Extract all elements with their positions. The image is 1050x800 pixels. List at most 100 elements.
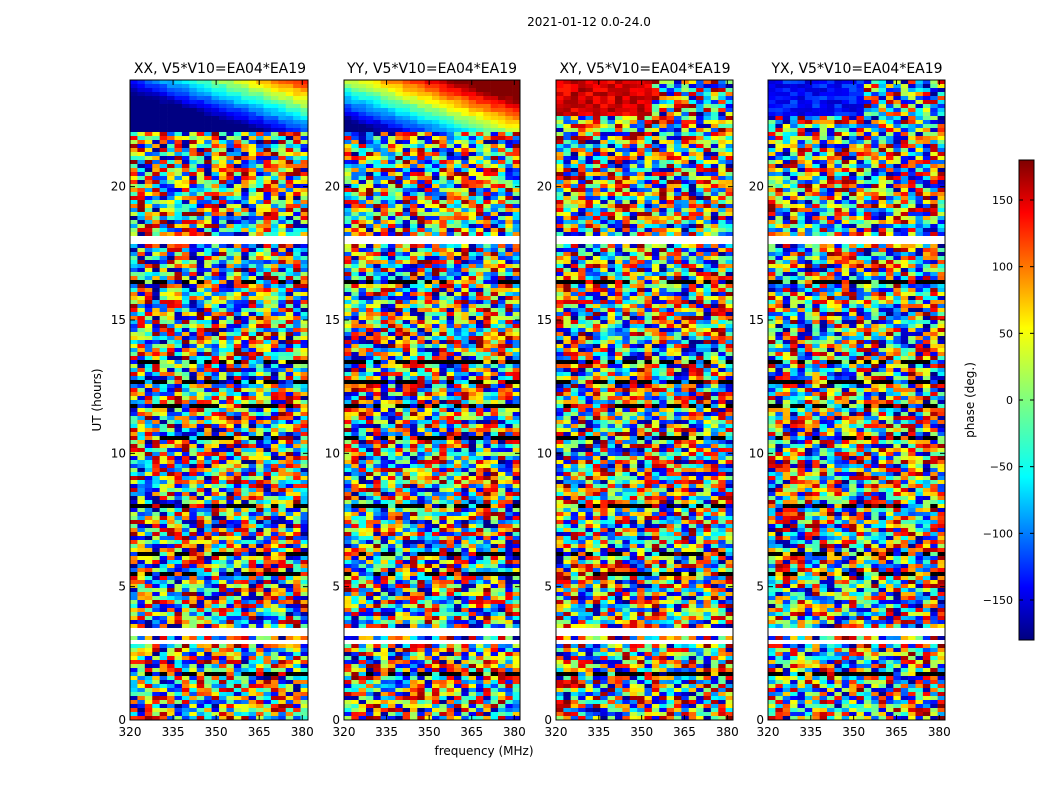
heatmap-cell xyxy=(388,176,396,181)
heatmap-cell xyxy=(174,420,183,425)
heatmap-cell xyxy=(446,140,455,145)
heatmap-cell xyxy=(130,336,138,341)
heatmap-cell xyxy=(159,312,168,317)
heatmap-cell xyxy=(248,520,257,525)
heatmap-cell xyxy=(263,364,272,369)
heatmap-cell xyxy=(358,200,367,205)
heatmap-cell xyxy=(196,444,205,449)
heatmap-cell xyxy=(181,240,190,245)
heatmap-cell xyxy=(167,584,175,589)
heatmap-cell xyxy=(181,520,190,525)
heatmap-cell xyxy=(181,252,190,257)
heatmap-cell xyxy=(512,248,521,253)
heatmap-cell xyxy=(174,552,183,557)
heatmap-cell xyxy=(278,332,287,337)
heatmap-cell xyxy=(211,660,220,665)
heatmap-cell xyxy=(293,512,301,517)
heatmap-cell xyxy=(395,172,403,177)
heatmap-cell xyxy=(278,684,287,689)
heatmap-cell xyxy=(167,184,175,189)
heatmap-cell xyxy=(189,100,198,105)
heatmap-cell xyxy=(189,640,198,645)
heatmap-cell xyxy=(248,420,257,425)
heatmap-cell xyxy=(278,152,287,157)
heatmap-cell xyxy=(454,236,462,241)
heatmap-cell xyxy=(219,308,227,313)
heatmap-cell xyxy=(174,488,183,493)
heatmap-cell xyxy=(211,584,220,589)
heatmap-cell xyxy=(167,380,175,385)
heatmap-cell xyxy=(278,260,287,265)
heatmap-cell xyxy=(417,120,425,125)
heatmap-cell xyxy=(181,504,190,509)
heatmap-cell xyxy=(366,172,374,177)
heatmap-cell xyxy=(248,244,257,249)
heatmap-cell xyxy=(270,332,279,337)
heatmap-cell xyxy=(152,268,160,273)
heatmap-cell xyxy=(226,336,235,341)
heatmap-cell xyxy=(263,120,272,125)
heatmap-cell xyxy=(417,172,425,177)
heatmap-cell xyxy=(241,588,249,593)
heatmap-cell xyxy=(219,600,227,605)
heatmap-cell xyxy=(366,128,374,133)
heatmap-cell xyxy=(278,120,287,125)
heatmap-cell xyxy=(300,180,309,185)
heatmap-cell xyxy=(270,460,279,465)
heatmap-cell xyxy=(278,100,287,105)
heatmap-cell xyxy=(256,92,264,97)
heatmap-cell xyxy=(130,700,138,705)
heatmap-cell xyxy=(366,108,374,113)
heatmap-cell xyxy=(152,264,160,269)
heatmap-cell xyxy=(293,332,301,337)
heatmap-cell xyxy=(366,112,374,117)
heatmap-cell xyxy=(144,120,153,125)
heatmap-cell xyxy=(226,476,235,481)
heatmap-cell xyxy=(263,600,272,605)
heatmap-cell xyxy=(144,84,153,89)
heatmap-cell xyxy=(159,716,168,721)
heatmap-cell xyxy=(211,680,220,685)
heatmap-cell xyxy=(211,656,220,661)
heatmap-cell xyxy=(424,188,433,193)
heatmap-cell xyxy=(130,444,138,449)
heatmap-cell xyxy=(189,336,198,341)
heatmap-cell xyxy=(144,232,153,237)
heatmap-cell xyxy=(505,232,513,237)
heatmap-cell xyxy=(248,164,257,169)
heatmap-cell xyxy=(181,96,190,101)
heatmap-cell xyxy=(204,628,212,633)
heatmap-cell xyxy=(432,216,440,221)
heatmap-cell xyxy=(144,708,153,713)
heatmap-cell xyxy=(211,276,220,281)
heatmap-cell xyxy=(181,580,190,585)
heatmap-cell xyxy=(174,620,183,625)
heatmap-cell xyxy=(137,664,146,669)
heatmap-cell xyxy=(278,232,287,237)
heatmap-cell xyxy=(152,532,160,537)
heatmap-cell xyxy=(446,88,455,93)
heatmap-cell xyxy=(137,680,146,685)
heatmap-cell xyxy=(233,376,242,381)
heatmap-cell xyxy=(226,364,235,369)
heatmap-cell xyxy=(373,240,381,245)
heatmap-cell xyxy=(454,96,462,101)
heatmap-cell xyxy=(300,608,309,613)
heatmap-cell xyxy=(152,192,160,197)
heatmap-cell xyxy=(241,676,249,681)
heatmap-cell xyxy=(263,116,272,121)
heatmap-cell xyxy=(373,176,381,181)
heatmap-cell xyxy=(174,156,183,161)
heatmap-cell xyxy=(159,556,168,561)
heatmap-cell xyxy=(300,480,309,485)
heatmap-cell xyxy=(476,196,484,201)
heatmap-cell xyxy=(196,368,205,373)
heatmap-cell xyxy=(248,380,257,385)
heatmap-cell xyxy=(293,656,301,661)
heatmap-cell xyxy=(424,140,433,145)
heatmap-cell xyxy=(181,356,190,361)
heatmap-cell xyxy=(241,180,249,185)
heatmap-cell xyxy=(373,108,381,113)
heatmap-cell xyxy=(219,656,227,661)
heatmap-cell xyxy=(152,612,160,617)
